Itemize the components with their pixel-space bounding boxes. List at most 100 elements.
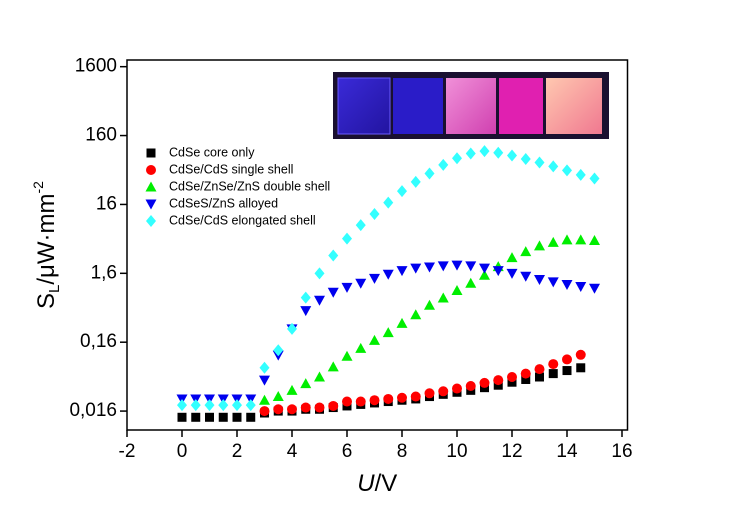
x-tick-label: 2	[232, 441, 243, 462]
data-point	[424, 299, 435, 310]
data-point	[369, 395, 380, 406]
legend-label: CdSe/ZnSe/ZnS double shell	[169, 179, 330, 193]
data-point	[548, 359, 559, 370]
y-axis-label-rest: /μW·mm	[33, 193, 60, 284]
data-point	[300, 402, 311, 413]
data-point	[548, 160, 559, 173]
data-point	[465, 261, 477, 272]
data-point	[327, 287, 339, 298]
data-point	[342, 396, 352, 407]
data-point	[382, 269, 394, 280]
data-point	[465, 147, 476, 160]
data-point	[397, 392, 407, 403]
data-point	[369, 208, 380, 221]
data-point	[575, 281, 587, 292]
data-point	[410, 263, 422, 274]
y-tick-label: 160	[85, 125, 117, 146]
data-point	[218, 399, 229, 412]
data-point	[177, 412, 187, 422]
data-point	[479, 145, 490, 158]
data-point	[245, 399, 256, 412]
data-point	[493, 380, 503, 390]
data-point	[300, 291, 311, 304]
data-point	[438, 386, 449, 397]
data-point	[246, 412, 256, 422]
data-point	[328, 249, 339, 262]
data-point	[562, 366, 572, 376]
data-point	[259, 361, 270, 374]
data-point	[507, 371, 517, 382]
data-point	[369, 334, 380, 345]
data-point	[451, 285, 463, 296]
data-point	[191, 412, 201, 422]
plot-frame	[126, 59, 629, 431]
data-point	[424, 167, 435, 180]
y-axis-label-sup: -2	[30, 181, 46, 194]
data-point	[328, 400, 339, 411]
data-point	[355, 278, 367, 289]
data-point	[438, 158, 449, 171]
data-point	[534, 275, 545, 286]
data-point	[273, 404, 284, 415]
data-point	[383, 196, 394, 209]
y-tick-label: 16	[96, 193, 117, 214]
data-point	[424, 262, 435, 273]
y-tick-label: 0,16	[80, 331, 117, 352]
x-axis-label-unit: /V	[375, 470, 398, 497]
x-axis-label-italic: U	[357, 470, 375, 497]
data-point	[547, 236, 559, 247]
legend-marker	[146, 148, 156, 158]
data-point	[190, 399, 201, 412]
data-point	[314, 371, 325, 382]
data-point	[341, 350, 353, 361]
x-tick-label: 12	[501, 441, 522, 462]
legend-label: CdSe core only	[169, 145, 255, 159]
legend-marker	[146, 215, 156, 227]
data-point	[520, 246, 532, 257]
data-point	[273, 344, 284, 357]
data-point	[218, 412, 228, 422]
data-point	[177, 399, 187, 412]
data-point	[341, 282, 353, 293]
data-point	[535, 372, 544, 382]
data-point	[424, 388, 435, 399]
data-point	[314, 402, 325, 413]
data-point	[520, 368, 531, 379]
data-point	[534, 240, 545, 251]
data-point	[506, 252, 518, 263]
data-point	[287, 404, 297, 415]
data-point	[562, 164, 572, 177]
data-point	[521, 374, 531, 384]
data-point	[437, 292, 449, 303]
data-point	[259, 375, 270, 386]
data-point	[479, 269, 490, 280]
data-point	[562, 354, 572, 365]
x-tick-label: 6	[342, 441, 353, 462]
data-point	[382, 327, 394, 338]
data-point	[300, 306, 312, 317]
legend-marker	[145, 181, 157, 192]
data-point	[507, 377, 517, 387]
data-point	[575, 234, 587, 245]
data-point	[493, 375, 504, 386]
data-point	[232, 399, 242, 412]
x-tick-label: 16	[611, 441, 632, 462]
data-point	[520, 153, 531, 166]
legend-label: CdSe/CdS elongated shell	[169, 213, 316, 227]
data-point	[547, 277, 559, 288]
data-point	[396, 266, 408, 277]
data-point	[259, 394, 270, 405]
x-tick-label: 0	[177, 441, 188, 462]
data-point	[355, 342, 367, 353]
x-axis-label: U/V	[357, 470, 397, 497]
data-point	[286, 384, 298, 395]
data-point	[465, 277, 477, 288]
legend-marker	[145, 199, 157, 210]
y-tick-label: 1600	[75, 56, 117, 77]
data-point	[205, 412, 214, 422]
data-point	[314, 267, 325, 280]
data-point	[355, 396, 366, 407]
data-point	[506, 268, 518, 279]
data-point	[520, 271, 532, 282]
data-point	[589, 172, 600, 185]
